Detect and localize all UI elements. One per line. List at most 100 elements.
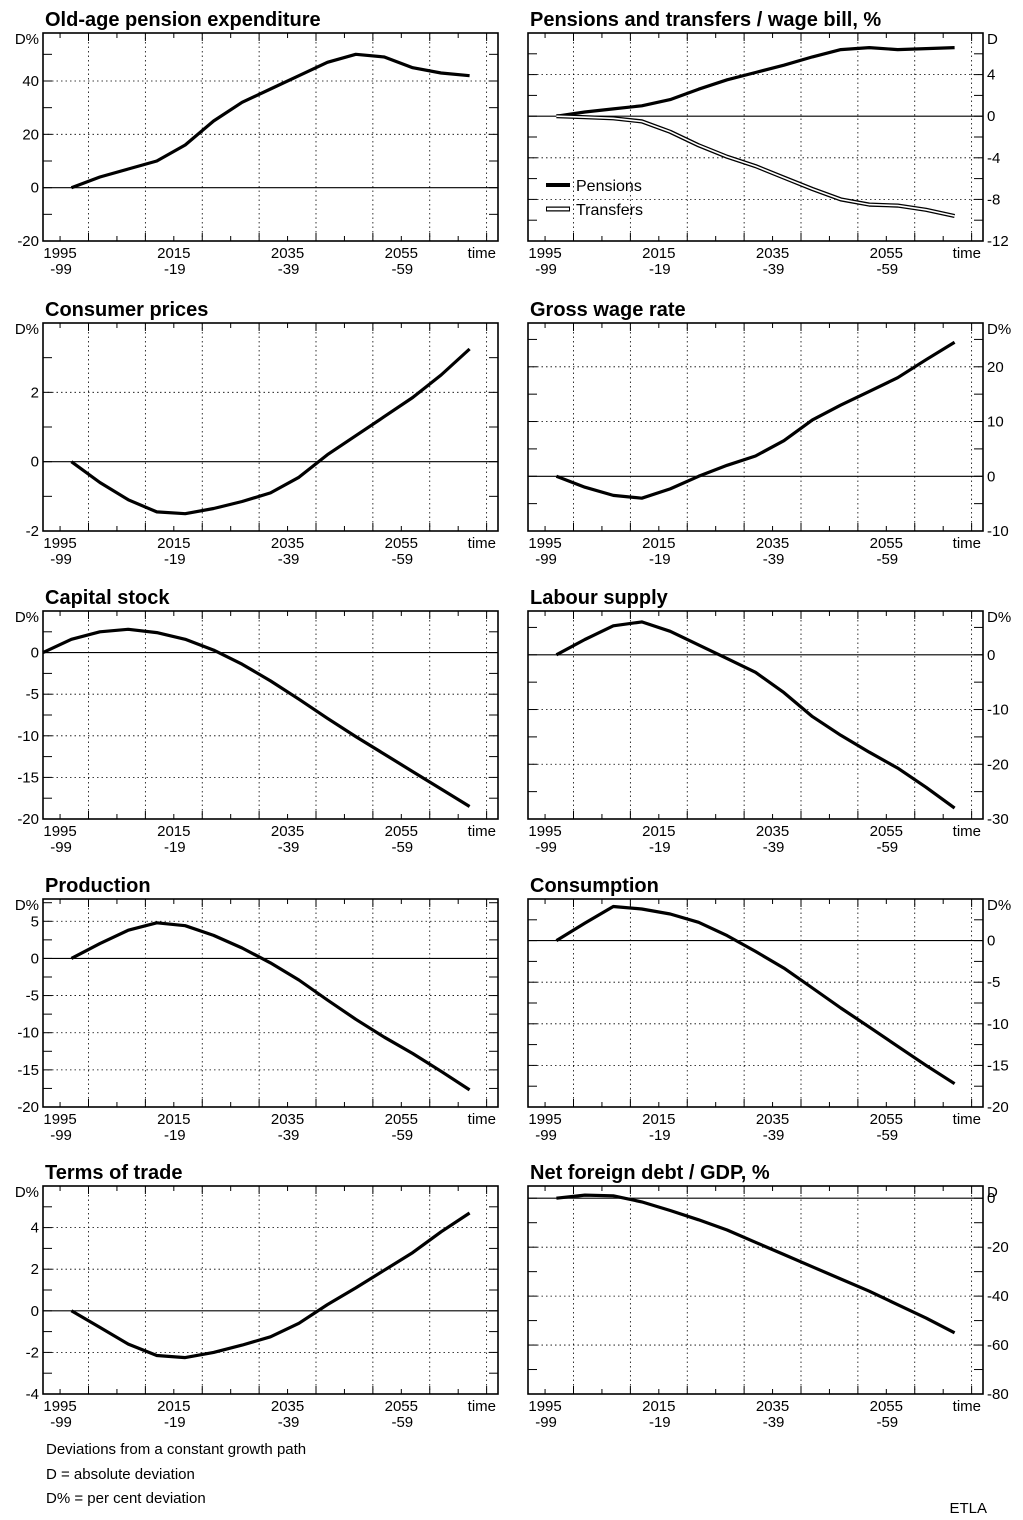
chart-panel: Pensions and transfers / wage bill, % D -1… bbox=[527, 9, 1009, 278]
x-tick-label: 2015 bbox=[642, 535, 675, 552]
chart-title: Production bbox=[45, 875, 151, 897]
x-tick-label: 2035 bbox=[271, 1111, 304, 1128]
y-tick-label: 10 bbox=[987, 414, 1004, 431]
x-tick-label: 2055 bbox=[870, 823, 903, 840]
x-tick-label: 1995 bbox=[43, 1398, 76, 1415]
x-tick-label: 2015 bbox=[642, 823, 675, 840]
chart-title: Terms of trade bbox=[45, 1162, 182, 1184]
chart-title: Capital stock bbox=[45, 587, 170, 609]
y-tick-label: -40 bbox=[987, 1288, 1009, 1305]
x-axis-end-label: time bbox=[468, 823, 496, 840]
chart-panel: Consumption D% -20 -15 -10 -5 0 1995-99 2015-19 2… bbox=[527, 875, 1011, 1144]
y-tick-label: 0 bbox=[987, 108, 995, 125]
y-tick-label: -2 bbox=[26, 1344, 39, 1361]
y-tick-label: 0 bbox=[987, 468, 995, 485]
chart-panel: Old-age pension expenditure D% -20 0 20 40 199… bbox=[15, 9, 499, 278]
x-axis-end-label: time bbox=[953, 245, 981, 262]
x-tick-label-sub: -39 bbox=[278, 551, 300, 568]
x-tick-label-sub: -59 bbox=[391, 839, 413, 856]
plot-frame bbox=[527, 322, 984, 532]
x-tick-label-sub: -19 bbox=[649, 1127, 671, 1144]
x-axis-end-label: time bbox=[953, 1398, 981, 1415]
x-tick-label: 2015 bbox=[157, 245, 190, 262]
y-tick-label: -8 bbox=[987, 191, 1000, 208]
x-tick-label-sub: -39 bbox=[278, 261, 300, 278]
y-unit-label: D bbox=[987, 31, 998, 48]
series-line bbox=[42, 627, 471, 808]
y-tick-label: -20 bbox=[987, 1099, 1009, 1116]
x-tick-label-sub: -99 bbox=[50, 261, 72, 278]
x-tick-label: 2055 bbox=[870, 1398, 903, 1415]
series-line bbox=[70, 1211, 471, 1360]
y-unit-label: D% bbox=[15, 609, 39, 626]
plot-frame bbox=[42, 322, 499, 532]
x-tick-label-sub: -39 bbox=[278, 1127, 300, 1144]
x-tick-label-sub: -19 bbox=[164, 839, 186, 856]
x-tick-label-sub: -19 bbox=[164, 261, 186, 278]
x-tick-label-sub: -99 bbox=[535, 551, 557, 568]
y-tick-label: 0 bbox=[31, 645, 39, 662]
x-axis-end-label: time bbox=[468, 1398, 496, 1415]
y-tick-label: -4 bbox=[987, 150, 1000, 167]
y-tick-label: -4 bbox=[26, 1386, 39, 1403]
chart-panel: Capital stock D% -20 -15 -10 -5 0 1995-99 2015-1… bbox=[15, 587, 499, 856]
note-line-1: Deviations from a constant growth path bbox=[46, 1441, 307, 1458]
x-tick-label-sub: -39 bbox=[763, 1414, 785, 1431]
y-tick-label: -15 bbox=[987, 1057, 1009, 1074]
x-tick-label: 2015 bbox=[157, 823, 190, 840]
chart-title: Net foreign debt / GDP, % bbox=[530, 1162, 770, 1184]
chart-panel: Production D% -20 -15 -10 -5 0 5 1995-99 2015-19 2… bbox=[15, 875, 499, 1144]
x-tick-label-sub: -59 bbox=[391, 1414, 413, 1431]
y-tick-label: -60 bbox=[987, 1337, 1009, 1354]
series-line bbox=[556, 45, 955, 118]
plot-frame bbox=[527, 898, 984, 1108]
x-tick-label-sub: -39 bbox=[278, 839, 300, 856]
chart-panel: Labour supply D% -30 -20 -10 0 1995-99 2015-19 2… bbox=[527, 587, 1011, 856]
y-tick-label: 0 bbox=[31, 454, 39, 471]
y-tick-label: -15 bbox=[17, 769, 39, 786]
x-axis-end-label: time bbox=[953, 535, 981, 552]
chart-panel: Gross wage rate D% -10 0 10 20 1995-99 2015-19 2… bbox=[527, 299, 1011, 568]
y-tick-label: 0 bbox=[31, 950, 39, 967]
x-tick-label-sub: -99 bbox=[535, 261, 557, 278]
x-tick-label-sub: -19 bbox=[649, 261, 671, 278]
x-tick-label: 2055 bbox=[385, 823, 418, 840]
x-tick-label: 1995 bbox=[43, 823, 76, 840]
x-tick-label: 2015 bbox=[642, 245, 675, 262]
y-tick-label: 0 bbox=[31, 180, 39, 197]
x-tick-label: 2035 bbox=[756, 535, 789, 552]
series-line bbox=[70, 347, 471, 516]
x-tick-label: 2015 bbox=[642, 1111, 675, 1128]
x-tick-label: 2015 bbox=[157, 1111, 190, 1128]
plot-frame bbox=[527, 32, 984, 242]
y-tick-label: -20 bbox=[17, 1099, 39, 1116]
x-tick-label-sub: -59 bbox=[876, 1414, 898, 1431]
x-tick-label: 2055 bbox=[385, 245, 418, 262]
series-line bbox=[555, 904, 956, 1086]
x-tick-label: 2055 bbox=[385, 535, 418, 552]
series-line bbox=[555, 620, 956, 810]
y-unit-label: D% bbox=[15, 31, 39, 48]
x-tick-label: 1995 bbox=[528, 245, 561, 262]
x-tick-label-sub: -19 bbox=[164, 1127, 186, 1144]
x-tick-label: 1995 bbox=[43, 1111, 76, 1128]
y-tick-label: 0 bbox=[31, 1303, 39, 1320]
y-unit-label: D% bbox=[987, 321, 1011, 338]
x-tick-label-sub: -59 bbox=[391, 1127, 413, 1144]
y-tick-label: -30 bbox=[987, 811, 1009, 828]
x-tick-label: 2055 bbox=[385, 1111, 418, 1128]
series-line bbox=[556, 1193, 956, 1335]
x-tick-label-sub: -39 bbox=[763, 839, 785, 856]
y-tick-label: -20 bbox=[17, 811, 39, 828]
note-line-3: D% = per cent deviation bbox=[46, 1490, 206, 1507]
x-tick-label-sub: -59 bbox=[876, 839, 898, 856]
x-tick-label-sub: -99 bbox=[535, 839, 557, 856]
y-tick-label: -20 bbox=[987, 756, 1009, 773]
x-tick-label: 2035 bbox=[756, 1111, 789, 1128]
chart-panel: Net foreign debt / GDP, % D -80 -60 -40 -20 0 1… bbox=[527, 1162, 1009, 1431]
y-tick-label: -5 bbox=[26, 988, 39, 1005]
y-tick-label: -2 bbox=[26, 523, 39, 540]
y-unit-label: D bbox=[987, 1184, 998, 1201]
y-unit-label: D% bbox=[987, 609, 1011, 626]
